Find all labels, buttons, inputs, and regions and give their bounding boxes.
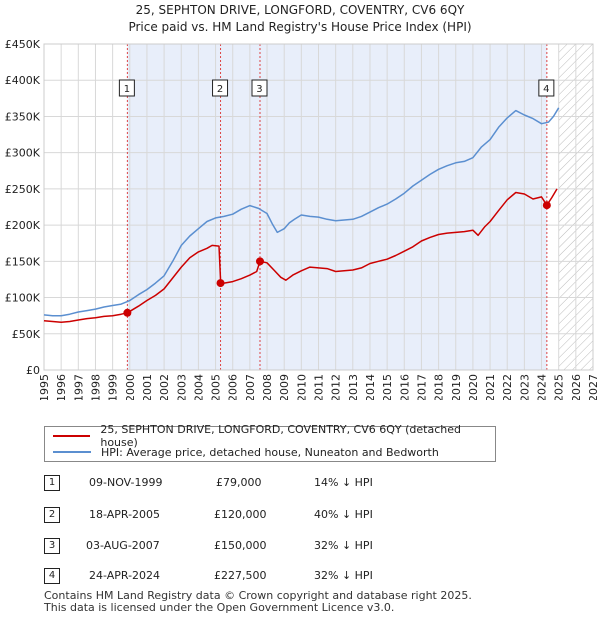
x-tick-label: 1995 <box>38 374 51 400</box>
x-tick-label: 1997 <box>72 374 85 400</box>
x-tick-label: 1998 <box>89 374 102 400</box>
x-tick-label: 2016 <box>398 374 411 400</box>
sale-date: 24-APR-2024 <box>89 569 161 582</box>
sale-price: £150,000 <box>214 539 267 552</box>
x-tick-label: 2020 <box>467 374 480 400</box>
sale-number-label: 2 <box>217 84 223 95</box>
legend-item-hpi: HPI: Average price, detached house, Nune… <box>53 444 439 460</box>
legend-swatch-hpi <box>53 451 91 453</box>
x-tick-label: 2010 <box>295 374 308 400</box>
sale-hpi-diff: 40% ↓ HPI <box>314 508 373 521</box>
x-tick-label: 2023 <box>518 374 531 400</box>
x-tick-label: 2009 <box>278 374 291 400</box>
x-tick-label: 2017 <box>415 374 428 400</box>
x-tick-label: 1999 <box>107 374 120 400</box>
sale-point <box>216 279 225 288</box>
y-tick-label: £200K <box>5 219 41 232</box>
sale-point <box>542 201 551 210</box>
x-tick-label: 2001 <box>141 374 154 400</box>
sale-number-label: 3 <box>256 84 262 95</box>
x-tick-label: 2015 <box>381 374 394 400</box>
x-tick-label: 2007 <box>244 374 257 400</box>
y-tick-label: £300K <box>5 147 41 160</box>
sale-number-box <box>212 79 229 97</box>
legend-label-property: 25, SEPHTON DRIVE, LONGFORD, COVENTRY, C… <box>100 423 461 449</box>
sale-number-label: 1 <box>124 84 130 95</box>
x-tick-label: 2025 <box>553 374 566 400</box>
x-tick-label: 2006 <box>227 374 240 400</box>
sale-price: £120,000 <box>214 508 267 521</box>
y-tick-label: £50K <box>12 328 41 341</box>
sale-point <box>123 308 132 317</box>
x-tick-label: 2002 <box>158 374 171 400</box>
x-tick-label: 2004 <box>192 374 205 400</box>
sale-price: £227,500 <box>214 569 267 582</box>
x-tick-label: 2026 <box>570 374 583 400</box>
x-tick-label: 2000 <box>124 374 137 400</box>
sale-point <box>255 257 264 266</box>
x-tick-label: 2019 <box>450 374 463 400</box>
x-tick-label: 2013 <box>347 374 360 400</box>
hpi-series-line <box>43 107 560 317</box>
x-tick-label: 1996 <box>55 374 68 400</box>
sale-number-badge: 1 <box>44 475 60 491</box>
y-tick-label: £100K <box>5 292 41 305</box>
price-chart: £0 £50K £100K £150K £200K £250K £300K £350K £400… <box>5 38 600 400</box>
sale-number-label: 4 <box>543 84 549 95</box>
legend: 25, SEPHTON DRIVE, LONGFORD, COVENTRY, C… <box>44 423 496 462</box>
x-tick-label: 2024 <box>536 374 549 400</box>
legend-item-property: 25, SEPHTON DRIVE, LONGFORD, COVENTRY, C… <box>53 423 495 449</box>
sale-hpi-diff: 32% ↓ HPI <box>314 569 373 582</box>
sale-number-badge: 2 <box>44 507 60 523</box>
sale-hpi-diff: 14% ↓ HPI <box>314 476 373 489</box>
y-tick-label: £450K <box>5 38 41 51</box>
sale-date: 09-NOV-1999 <box>89 476 163 489</box>
y-tick-label: £0 <box>26 364 40 377</box>
sale-date: 03-AUG-2007 <box>86 539 160 552</box>
x-tick-label: 2022 <box>501 374 514 400</box>
sale-number-box <box>538 79 555 97</box>
x-tick-label: 2008 <box>261 374 274 400</box>
plot-frame <box>43 43 594 371</box>
x-tick-label: 2012 <box>330 374 343 400</box>
y-tick-label: £250K <box>5 183 41 196</box>
y-tick-label: £400K <box>5 74 41 87</box>
x-tick-label: 2011 <box>313 374 326 400</box>
x-tick-label: 2005 <box>210 374 223 400</box>
y-tick-label: £150K <box>5 255 41 268</box>
property-series-line <box>43 188 558 323</box>
sale-price: £79,000 <box>216 476 262 489</box>
sale-number-badge: 3 <box>44 538 60 554</box>
x-tick-label: 2027 <box>587 374 600 400</box>
x-tick-label: 2018 <box>433 374 446 400</box>
sale-number-box <box>251 79 268 97</box>
chart-title: 25, SEPHTON DRIVE, LONGFORD, COVENTRY, C… <box>135 3 465 17</box>
footer-licence: This data is licensed under the Open Gov… <box>44 601 395 614</box>
y-tick-label: £350K <box>5 110 41 123</box>
sale-number-box <box>118 79 135 97</box>
ownership-shade <box>127 44 547 370</box>
chart-subtitle: Price paid vs. HM Land Registry's House … <box>128 20 472 34</box>
legend-label-hpi: HPI: Average price, detached house, Nune… <box>101 445 439 459</box>
sale-date: 18-APR-2005 <box>89 508 161 521</box>
x-tick-label: 2021 <box>484 374 497 400</box>
sale-hpi-diff: 32% ↓ HPI <box>314 539 373 552</box>
footer-copyright: Contains HM Land Registry data © Crown c… <box>44 589 472 602</box>
x-tick-label: 2014 <box>364 374 377 400</box>
legend-swatch-property <box>53 435 91 437</box>
x-tick-label: 2003 <box>175 374 188 400</box>
sale-number-badge: 4 <box>44 568 60 584</box>
